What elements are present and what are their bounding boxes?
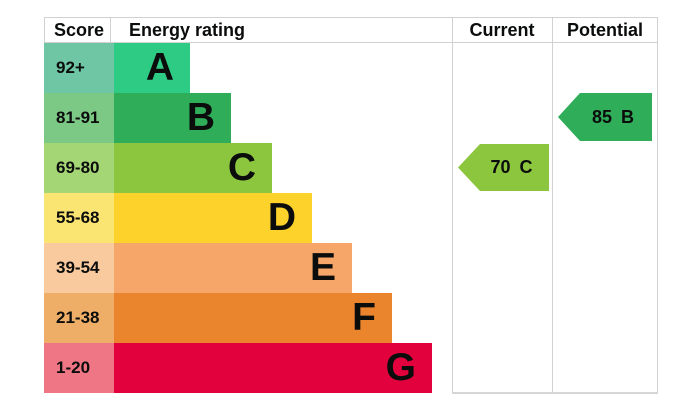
header-score: Score xyxy=(45,18,111,42)
band-bar-d: D xyxy=(114,193,312,243)
potential-rating-letter: B xyxy=(621,106,635,127)
potential-rating-arrow: 85 B xyxy=(558,93,652,141)
score-range-g: 1-20 xyxy=(44,343,114,393)
band-bar-e: E xyxy=(114,243,352,293)
table-bottom-border xyxy=(452,392,658,394)
band-bar-c: C xyxy=(114,143,272,193)
table-right-border xyxy=(657,17,658,393)
current-rating-letter: C xyxy=(519,157,533,177)
table-header: Score Energy rating Current Potential xyxy=(44,17,658,43)
score-range-b: 81-91 xyxy=(44,93,114,143)
band-row-f: 21-38 F xyxy=(44,293,392,343)
band-row-b: 81-91 B xyxy=(44,93,231,143)
score-range-a: 92+ xyxy=(44,43,114,93)
score-range-e: 39-54 xyxy=(44,243,114,293)
band-row-a: 92+ A xyxy=(44,43,190,93)
score-range-f: 21-38 xyxy=(44,293,114,343)
score-range-d: 55-68 xyxy=(44,193,114,243)
band-row-c: 69-80 C xyxy=(44,143,272,193)
band-row-g: 1-20 G xyxy=(44,343,432,393)
score-range-c: 69-80 xyxy=(44,143,114,193)
band-row-e: 39-54 E xyxy=(44,243,352,293)
band-bar-g: G xyxy=(114,343,432,393)
header-energy-rating: Energy rating xyxy=(129,20,246,40)
potential-rating-value: 85 xyxy=(591,106,613,127)
rating-table: Score Energy rating Current Potential 92… xyxy=(44,17,658,397)
band-bar-a: A xyxy=(114,43,190,93)
current-rating-arrow: 70 C xyxy=(458,144,549,191)
current-rating-value: 70 xyxy=(490,157,511,177)
potential-column-divider xyxy=(552,17,553,393)
band-bar-b: B xyxy=(114,93,231,143)
current-column-divider xyxy=(452,17,453,393)
band-bar-f: F xyxy=(114,293,392,343)
band-row-d: 55-68 D xyxy=(44,193,312,243)
header-current: Current xyxy=(469,20,535,40)
header-potential: Potential xyxy=(566,20,643,40)
